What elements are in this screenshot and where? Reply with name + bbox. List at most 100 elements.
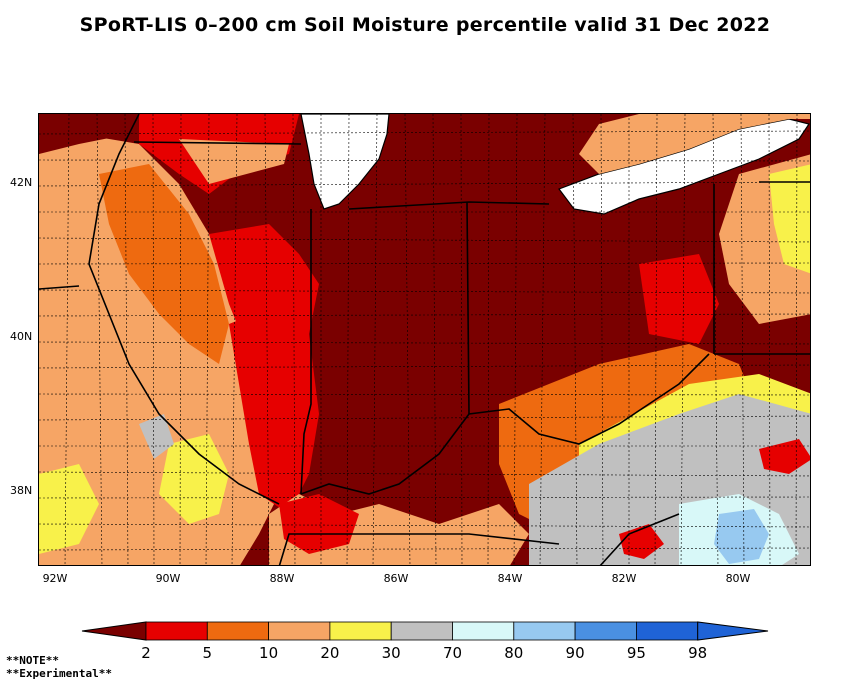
southeast-lightblue xyxy=(714,509,769,564)
colorbar-segment xyxy=(329,621,392,641)
county-line xyxy=(39,289,810,294)
county-line xyxy=(572,114,578,565)
county-line xyxy=(712,114,719,565)
lon-label-82w: 82W xyxy=(611,572,637,585)
county-line xyxy=(264,114,270,565)
county-line xyxy=(432,114,437,565)
colorbar-segment xyxy=(390,621,453,641)
colorbar-left-arrow xyxy=(81,621,147,641)
county-line xyxy=(39,341,810,345)
colorbar-label: 5 xyxy=(202,644,213,662)
note-label: **NOTE** xyxy=(6,654,59,667)
county-line xyxy=(231,114,238,565)
north-orange-strip xyxy=(179,139,289,184)
lake-erie-north-shore xyxy=(579,114,810,174)
colorbar-label: 90 xyxy=(565,644,585,662)
lon-label-90w: 90W xyxy=(155,572,181,585)
colorbar-label: 70 xyxy=(442,644,463,662)
colorbar-label: 20 xyxy=(320,644,340,662)
lake-michigan xyxy=(300,114,390,210)
soil-moisture-map xyxy=(38,113,811,566)
county-line xyxy=(39,364,810,369)
colorbar-segment xyxy=(574,621,637,641)
county-line xyxy=(513,114,518,565)
map-title: SPoRT-LIS 0–200 cm Soil Moisture percent… xyxy=(79,14,771,36)
colorbar xyxy=(81,621,769,641)
colorbar-label: 98 xyxy=(688,644,708,662)
experimental-label: **Experimental** xyxy=(6,667,112,680)
county-line xyxy=(680,114,686,565)
east-red-patch xyxy=(639,254,719,344)
county-line xyxy=(404,114,411,565)
ohio-river xyxy=(300,353,710,495)
county-line xyxy=(39,181,810,187)
county-line xyxy=(96,114,103,565)
county-line xyxy=(487,114,490,565)
southeast-red-spot-2 xyxy=(759,439,810,474)
colorbar-label: 80 xyxy=(504,644,524,662)
colorbar-segment xyxy=(636,621,699,641)
county-line xyxy=(292,114,296,565)
west-gray-patch xyxy=(139,414,174,459)
county-line xyxy=(539,114,546,565)
south-central-red xyxy=(279,494,359,554)
lon-label-80w: 80W xyxy=(725,572,751,585)
county-line xyxy=(39,237,810,243)
lat-label-38: 38N xyxy=(10,484,33,497)
county-line xyxy=(39,262,810,265)
lat-label-42: 42N xyxy=(10,176,33,189)
county-line xyxy=(740,114,745,565)
colorbar-label: 95 xyxy=(626,644,646,662)
ky-tn-border xyxy=(278,533,560,565)
colorbar-label: 10 xyxy=(259,644,279,662)
mississippi-river xyxy=(88,114,280,505)
county-line xyxy=(346,114,350,565)
county-line xyxy=(179,114,182,565)
county-line xyxy=(372,114,378,565)
county-line xyxy=(460,114,463,565)
county-line xyxy=(768,114,771,565)
colorbar-label: 30 xyxy=(381,644,401,662)
colorbar-segment xyxy=(452,621,515,641)
county-line xyxy=(600,114,604,565)
colorbar-segment xyxy=(513,621,576,641)
county-line xyxy=(39,313,810,317)
il-mo-border xyxy=(39,285,80,290)
county-line xyxy=(39,130,810,135)
county-line xyxy=(39,471,810,477)
county-borders xyxy=(39,114,810,565)
west-yellow-patch-2 xyxy=(39,464,99,554)
county-line xyxy=(64,114,70,565)
in-oh-border xyxy=(466,201,470,415)
colorbar-label: 2 xyxy=(141,644,151,662)
colorbar-segment xyxy=(268,621,331,641)
lon-label-92w: 92W xyxy=(42,572,68,585)
lon-label-84w: 84W xyxy=(497,572,523,585)
county-line xyxy=(205,114,210,565)
il-in-border xyxy=(300,209,312,495)
lon-label-86w: 86W xyxy=(383,572,409,585)
county-line xyxy=(39,393,810,396)
colorbar-segment xyxy=(145,621,208,641)
county-line xyxy=(124,114,129,565)
mi-in-border xyxy=(348,201,550,210)
county-line xyxy=(795,114,798,565)
map-canvas xyxy=(39,114,810,565)
state-borders xyxy=(39,114,810,565)
county-line xyxy=(654,114,658,565)
central-red-band xyxy=(229,304,319,514)
northeast-yellow xyxy=(769,164,810,274)
lon-label-88w: 88W xyxy=(269,572,295,585)
colorbar-right-arrow xyxy=(697,621,769,641)
west-region-orange xyxy=(39,134,289,565)
lake-erie xyxy=(558,118,810,215)
county-line xyxy=(39,159,810,162)
county-line xyxy=(39,523,810,528)
colorbar-segment xyxy=(206,621,270,641)
west-yellow-patch xyxy=(159,434,229,524)
county-line xyxy=(39,415,810,421)
county-line xyxy=(39,496,810,499)
county-line xyxy=(152,114,155,565)
county-line xyxy=(39,547,810,551)
lat-label-40: 40N xyxy=(10,330,33,343)
